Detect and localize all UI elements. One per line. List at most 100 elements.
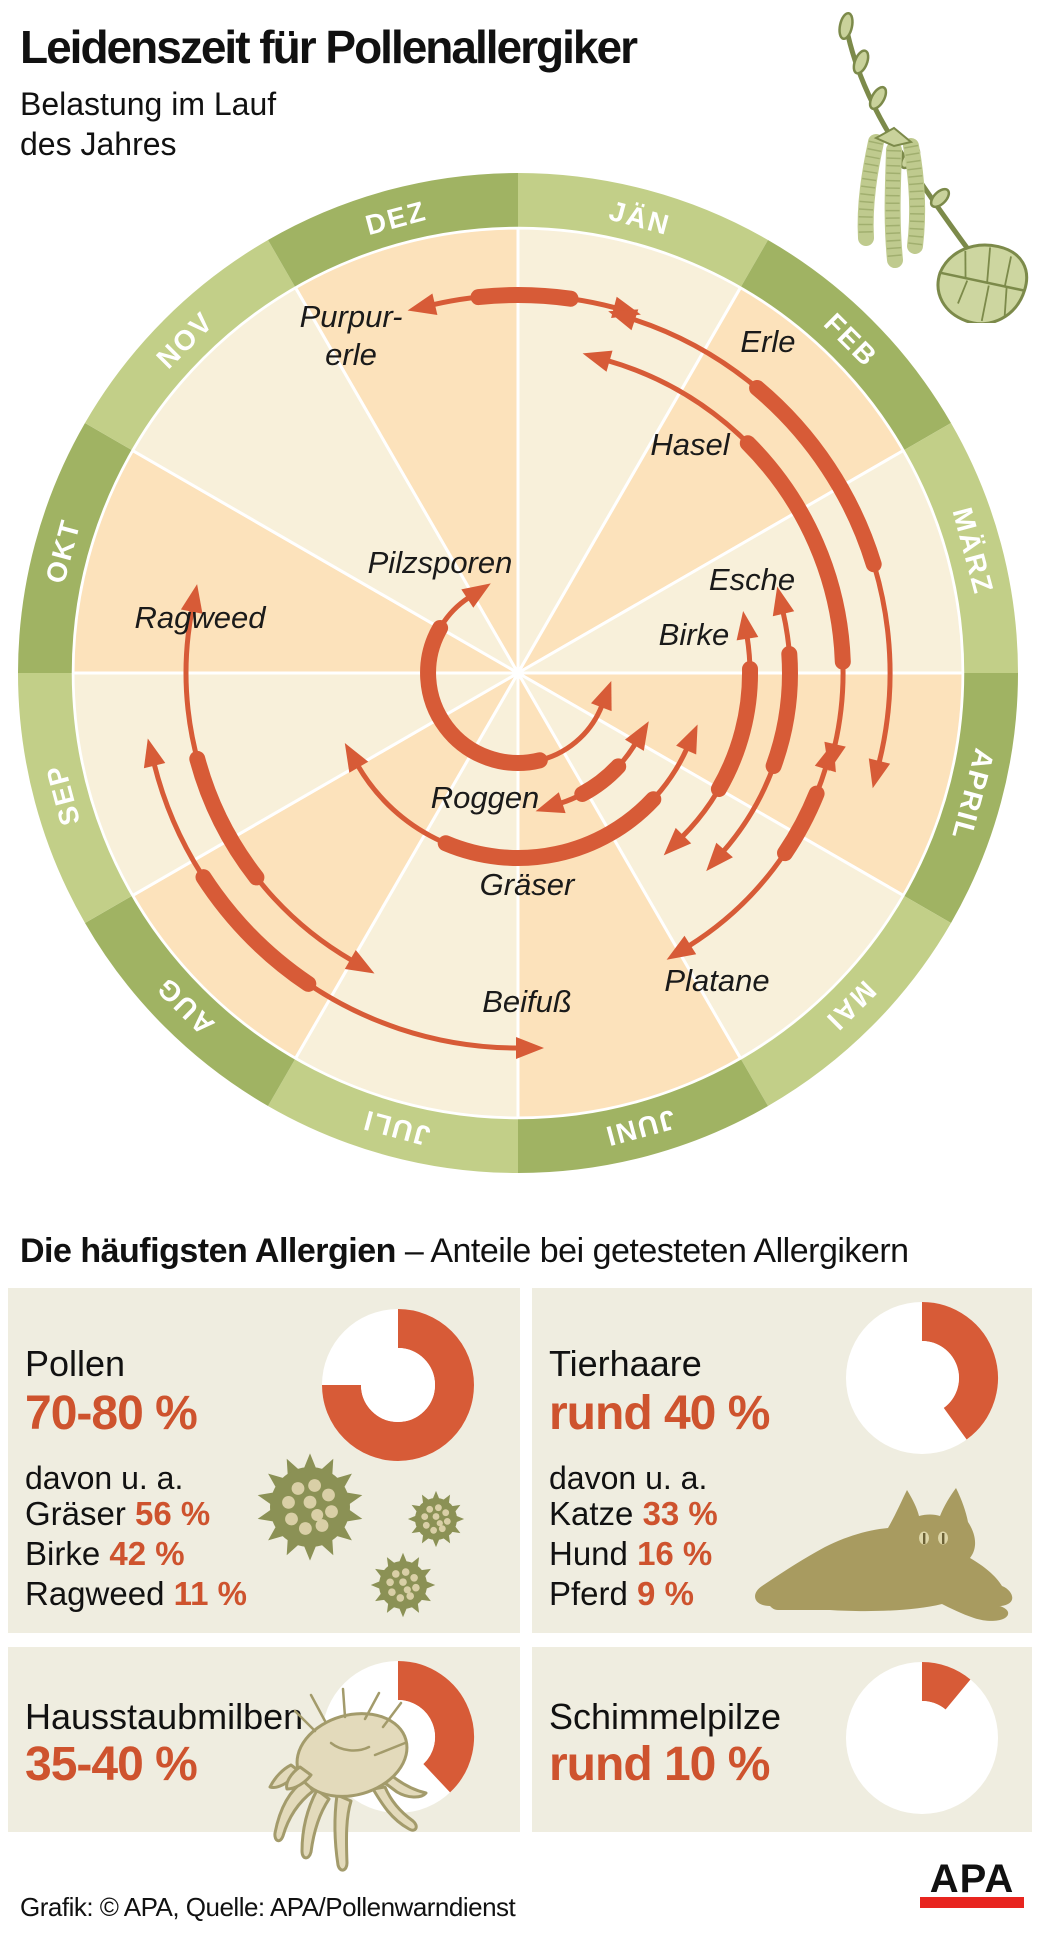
season-arc-beifuss: Beifuß (143, 738, 572, 1059)
season-peak (710, 661, 759, 797)
season-label-ragweed: Ragweed (135, 600, 268, 635)
donut-chart-schimmelpilze (846, 1662, 998, 1814)
season-label-erle: Erle (740, 324, 795, 359)
credit-line: Grafik: © APA, Quelle: APA/Pollenwarndie… (20, 1892, 516, 1922)
allergy-share-value: rund 10 % (549, 1738, 770, 1791)
season-arrow (814, 742, 836, 773)
ring-segment-jän (518, 173, 768, 288)
season-arc-roggen: Roggen (431, 721, 649, 815)
pollen-grain (257, 1453, 363, 1561)
subtitle-line-2: des Jahres (20, 126, 177, 162)
apa-logo-text: APA (929, 1857, 1015, 1901)
donut-hole (361, 1348, 435, 1422)
detail-value: 9 % (637, 1575, 694, 1612)
season-arc-ragweed: Ragweed (135, 584, 375, 974)
season-arrow (608, 309, 639, 331)
section-heading-bold: Die häufigsten Allergien (20, 1232, 396, 1270)
donut-chart-pollen (322, 1309, 474, 1461)
ring-segment-juni (518, 1058, 768, 1173)
season-label-birke: Birke (659, 617, 730, 652)
detail-label: Birke (25, 1535, 101, 1572)
season-arrow (736, 611, 759, 641)
season-arrow (582, 350, 613, 372)
subtitle-line-1: Belastung im Lauf (20, 86, 277, 122)
detail-label: Pferd (549, 1575, 628, 1612)
season-arrow (535, 792, 566, 814)
season-arc-graeser: Gräser (344, 724, 698, 902)
page-title: Leidenszeit für Pollenallergiker (20, 21, 638, 73)
season-arrow (461, 583, 491, 608)
season-arrow (180, 584, 203, 614)
season-peak (739, 435, 851, 670)
catkins-icon (857, 126, 926, 268)
season-arrow (706, 842, 733, 872)
donut-hole (885, 1701, 959, 1775)
allergy-share-value: 70-80 % (25, 1387, 198, 1440)
detail-row: Birke 42 % (25, 1534, 247, 1574)
ring-segment-märz (903, 423, 1018, 673)
season-arc-erle: Erle (608, 309, 893, 789)
season-peak (765, 646, 798, 774)
ring-segment-feb (740, 240, 951, 451)
season-arrow (516, 1037, 544, 1059)
allergy-share-value: rund 40 % (549, 1387, 770, 1440)
season-arc-birke: Birke (659, 611, 759, 856)
donut-share (322, 1309, 474, 1461)
season-peak (749, 380, 882, 573)
pollen-grains-icon (257, 1453, 465, 1618)
allergy-name: Schimmelpilze (549, 1696, 782, 1737)
donut-share (921, 1662, 971, 1711)
detail-row: Katze 33 % (549, 1494, 718, 1534)
detail-label: Ragweed (25, 1575, 165, 1612)
detail-value: 33 % (642, 1495, 718, 1532)
season-peak (574, 758, 627, 802)
season-label-beifuss: Beifuß (482, 984, 572, 1019)
season-label-graeser: Gräser (480, 867, 576, 902)
season-arrow (591, 681, 612, 712)
detail-value: 42 % (109, 1535, 185, 1572)
donut-chart-tierhaare (846, 1302, 998, 1454)
apa-logo-red-bar (920, 1897, 1024, 1908)
ring-segment-april (903, 673, 1018, 923)
pollen-grain (370, 1552, 436, 1618)
season-arrow (676, 724, 698, 755)
season-arrow (772, 586, 795, 617)
page-subtitle: Belastung im Lauf des Jahres (20, 84, 276, 164)
ring-segment-mai (740, 895, 951, 1106)
detail-value: 16 % (637, 1535, 713, 1572)
donut-hole (885, 1341, 959, 1415)
season-label-purpurerle: Purpur-erle (300, 299, 403, 372)
season-label-pilzsporen: Pilzsporen (368, 545, 513, 580)
alder-branch-illustration (838, 11, 1029, 323)
season-arrow (625, 721, 649, 751)
detail-row: Hund 16 % (549, 1534, 718, 1574)
season-arrow (344, 950, 375, 974)
ring-inner-separator (71, 226, 965, 1120)
detail-list: Gräser 56 % Birke 42 % Ragweed 11 % (25, 1494, 247, 1614)
season-arc-esche: Esche (706, 562, 798, 872)
pollen-calendar-wheel: JÄNFEBMÄRZAPRILMAIJUNIJULIAUGSEPOKTNOVDE… (18, 173, 1018, 1173)
season-arrow (407, 293, 438, 315)
allergy-share-value: 35-40 % (25, 1738, 198, 1791)
detail-value: 11 % (173, 1575, 248, 1612)
detail-list: Katze 33 % Hund 16 % Pferd 9 % (549, 1494, 718, 1614)
season-peak (437, 791, 662, 866)
allergy-name: Tierhaare (549, 1343, 702, 1384)
pollen-grain (407, 1490, 465, 1548)
season-arrow (663, 827, 692, 856)
season-label-hasel: Hasel (650, 427, 730, 462)
season-peak (777, 785, 825, 862)
sub-label: davon u. a. (25, 1460, 184, 1496)
detail-row: Pferd 9 % (549, 1574, 718, 1614)
season-arc-purpurerle: Purpur-erle (300, 287, 641, 372)
season-arc-hasel: Hasel (582, 350, 851, 772)
sub-label: davon u. a. (549, 1460, 708, 1496)
season-peak (195, 869, 317, 992)
allergy-name: Hausstaubmilben (25, 1696, 304, 1737)
season-arc-platane: Platane (664, 742, 836, 998)
apa-logo: APA (920, 1857, 1024, 1908)
season-label-esche: Esche (709, 562, 795, 597)
section-heading: Die häufigsten Allergien – Anteile bei g… (20, 1232, 909, 1271)
detail-row: Ragweed 11 % (25, 1574, 247, 1614)
